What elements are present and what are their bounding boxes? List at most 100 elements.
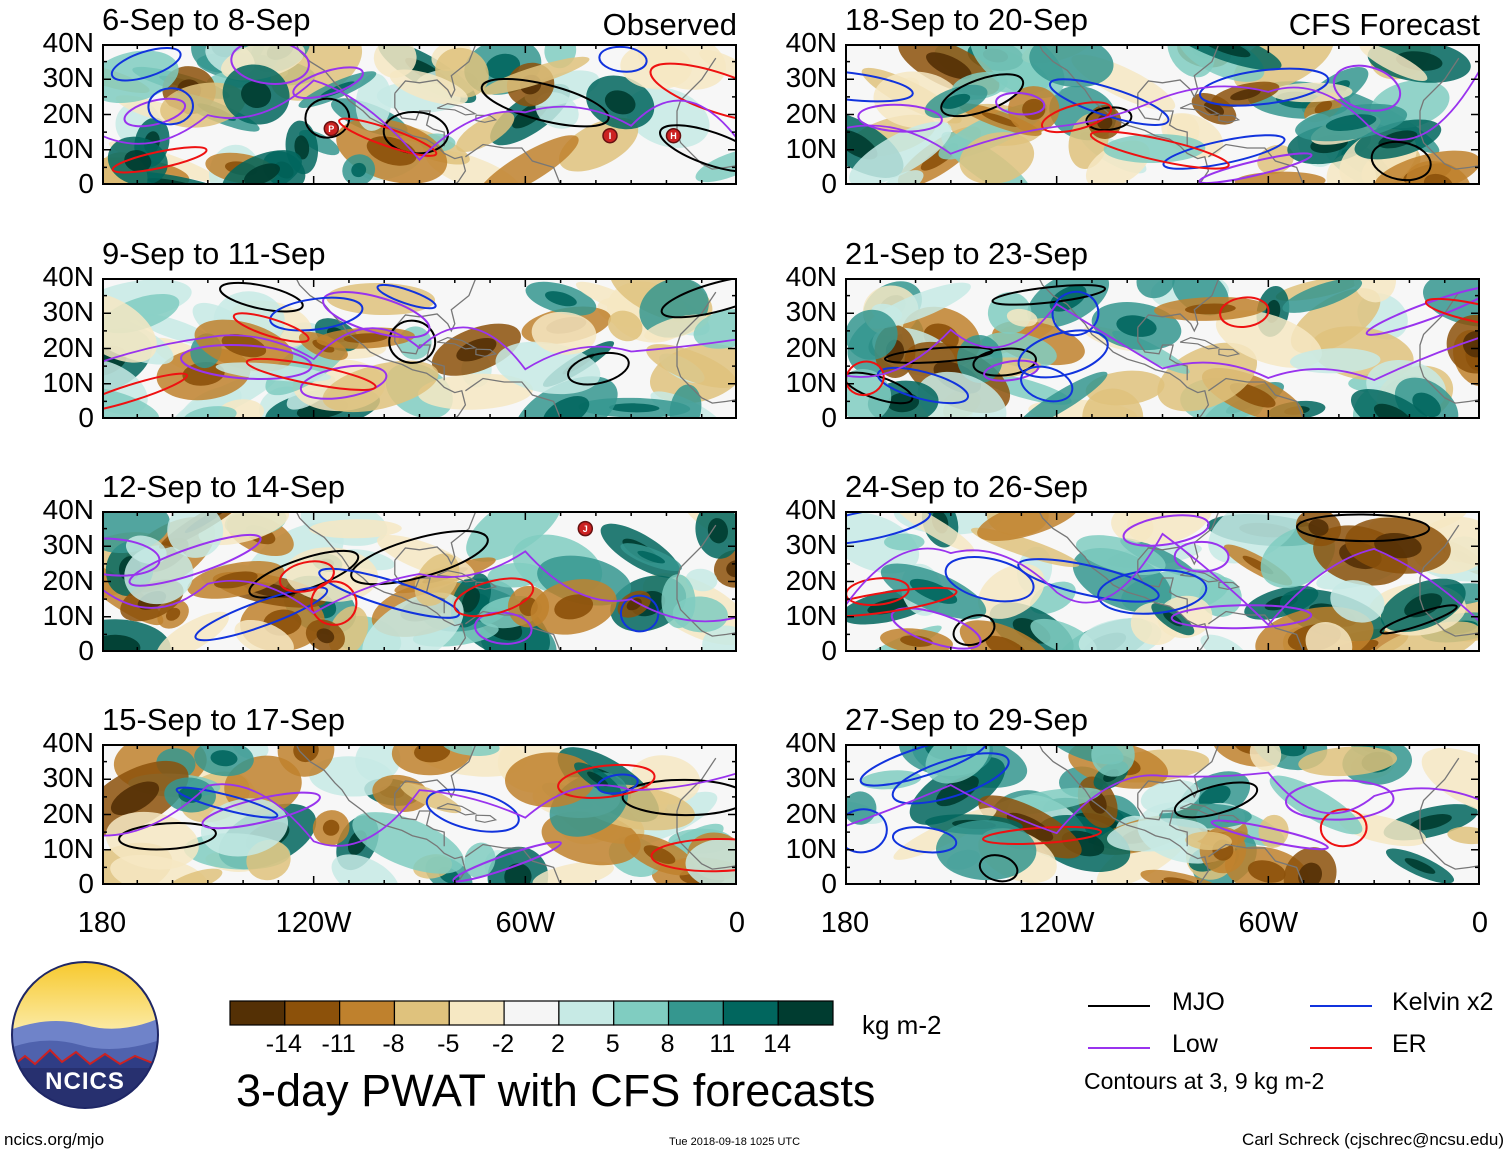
coastline [1137,560,1188,614]
pwat-anomaly-core [1198,785,1231,808]
pwat-anomaly-core [1199,44,1251,58]
coastline [1218,581,1241,590]
contour-low-band [845,69,1480,155]
x-tick-label: 120W [275,907,352,939]
pwat-anomaly-core [1006,812,1054,842]
y-tick-label: 0 [821,402,837,433]
coastline [295,511,467,652]
contour-kelvin-x2 [944,556,1035,603]
x-tick-label: 60W [495,907,556,939]
pwat-anomaly-core [110,781,160,816]
contour-low [857,103,943,133]
pwat-anomaly-core [1374,532,1422,559]
pwat-anomaly-core [165,607,181,621]
pwat-anomaly-core [1308,518,1329,536]
legend-swatch [1088,1047,1150,1049]
contour-mjo [978,854,1019,883]
pwat-anomaly-area [693,309,737,349]
contour-low-band [845,532,1480,627]
coastline [1179,336,1221,350]
y-tick-label: 0 [78,635,94,666]
pwat-anomaly-core [312,339,335,353]
contour-kelvin-x2 [891,752,1010,805]
y-tick-label: 10N [785,599,837,631]
pwat-anomaly-area [417,373,534,410]
pwat-anomaly-core [545,291,577,307]
coastline [1419,57,1480,170]
coastline [1179,102,1221,116]
pwat-anomaly-core [244,163,280,185]
coastline [295,744,467,885]
contour-mjo [659,124,737,173]
y-tick-label: 0 [78,168,94,199]
x-tick-label: 0 [728,907,746,939]
coastline [465,610,562,652]
y-tick-label: 20N [42,331,94,363]
colorbar-tick-label: 14 [763,1030,792,1058]
panel-period-title: 27-Sep to 29-Sep [845,702,1089,737]
coastline [436,802,478,816]
map-panel [845,44,1480,185]
contour-mjo [660,278,737,319]
y-tick-label: 20N [785,331,837,363]
y-tick-label: 20N [42,797,94,829]
contour-low [1332,64,1402,112]
colorbar-segment [667,1000,724,1026]
contour-kelvin-x2 [596,773,639,795]
y-tick-label: 20N [42,97,94,129]
contour-er [102,372,189,413]
coastline [1419,524,1480,637]
contour-er [1040,101,1113,134]
coastline [1038,744,1210,885]
colorbar-segment [393,1000,450,1026]
pwat-anomaly-area [1305,622,1353,652]
footer-timestamp: Tue 2018-09-18 1025 UTC [669,1136,801,1148]
contour-er [1219,296,1270,328]
contour-kelvin-x2 [376,283,437,310]
chart-title: 3-day PWAT with CFS forecasts [236,1065,876,1116]
pwat-anomaly-core [1462,331,1480,358]
contour-low [995,91,1046,116]
pwat-anomaly-core [1404,858,1436,874]
pwat-anomaly-area [535,92,579,129]
colorbar [229,1000,834,1026]
colorbar-tick-label: -14 [265,1030,302,1058]
coastline [394,44,477,99]
panel-source-label: CFS Forecast [1288,7,1480,42]
contour-er [650,837,737,873]
pwat-anomaly-area [1215,310,1322,368]
coastline [295,44,467,185]
contour-er [278,560,335,593]
pwat-anomaly-area [389,69,468,105]
contour-low [128,533,262,587]
contour-low [180,344,313,380]
pwat-anomaly-core [626,598,642,611]
storm-marker-icon [577,520,594,537]
map-panel [845,511,1480,652]
coastline [1208,610,1305,652]
y-tick-label: 40N [785,494,837,525]
coastline [676,524,737,637]
pwat-anomaly-area [1185,831,1232,851]
contour-low [201,791,321,830]
pwat-anomaly-area [355,73,392,131]
pwat-anomaly-core [1230,88,1261,101]
contour-kelvin-x2 [1017,558,1160,603]
pwat-anomaly-core [316,628,335,644]
pwat-anomaly-area [331,854,400,885]
colorbar-tick-label: 8 [660,1030,675,1058]
pwat-anomaly-area [1091,744,1135,777]
contour-kelvin-x2 [1048,78,1170,126]
pwat-anomaly-area [607,310,643,342]
pwat-anomaly-area [1359,44,1428,81]
coastline [1038,44,1210,185]
coastline [436,102,478,116]
contour-low-band [102,326,737,371]
contour-note: Contours at 3, 9 kg m-2 [1084,1068,1325,1094]
coastline [1038,278,1210,419]
contour-low-band [102,79,737,162]
contour-low [1284,779,1395,821]
panel-period-title: 12-Sep to 14-Sep [102,469,346,504]
pwat-anomaly-area [505,752,596,808]
pwat-anomaly-area [892,511,975,553]
